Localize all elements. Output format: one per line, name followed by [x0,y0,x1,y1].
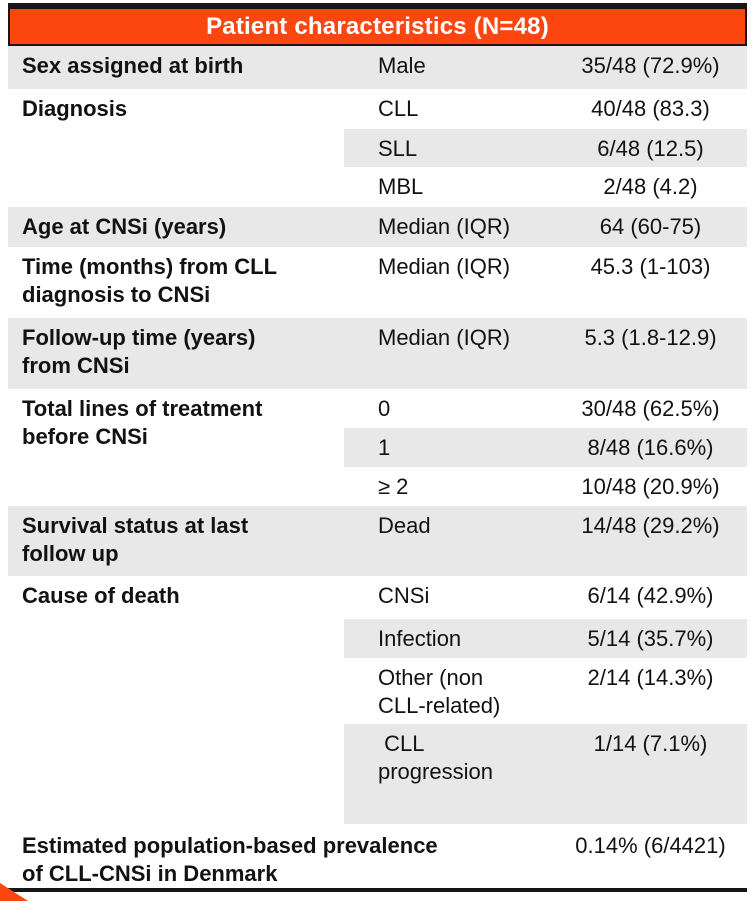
table-row-group: Total lines of treatment before CNSi 0 3… [8,389,747,506]
sub-row: ≥ 2 10/48 (20.9%) [344,467,747,506]
table-row: Age at CNSi (years) Median (IQR) 64 (60-… [8,207,747,247]
row-label: Time (months) from CLL diagnosis to CNSi [22,254,278,307]
sub-row: Infection 5/14 (35.7%) [344,619,747,658]
sub-row: CLL progression 1/14 (7.1%) [344,724,747,824]
sub-row: SLL 6/48 (12.5) [344,129,747,167]
row-category: SLL [344,129,556,167]
row-label: Age at CNSi (years) [8,207,344,247]
table-row: Time (months) from CLL diagnosis to CNSi… [8,247,747,318]
row-value: 5.3 (1.8-12.9) [556,318,747,389]
row-category: Median (IQR) [344,318,556,389]
row-category: CLL progression [344,724,556,824]
row-category: Infection [344,619,556,658]
row-value: 35/48 (72.9%) [556,46,747,89]
row-value: 5/14 (35.7%) [556,619,747,658]
row-value: 2/48 (4.2) [603,174,698,199]
characteristics-table: Patient characteristics (N=48) Sex assig… [8,3,747,892]
row-category: Dead [344,506,556,576]
row-value: 64 (60-75) [556,207,747,247]
row-value: 2/14 (14.3%) [587,665,714,690]
footer-label: Estimated population-based prevalence of… [22,833,438,886]
group-label: Total lines of treatment before CNSi [22,396,263,449]
sub-row: CNSi 6/14 (42.9%) [344,576,747,619]
footer-row: Estimated population-based prevalence of… [8,824,747,888]
row-value: 30/48 (62.5%) [581,396,720,421]
footer-value: 0.14% (6/4421) [575,833,726,858]
row-value: 6/48 (12.5) [556,129,747,167]
sub-row: Other (non CLL-related) 2/14 (14.3%) [344,658,747,724]
row-category: Male [344,46,556,89]
row-value: 40/48 (83.3) [591,96,710,121]
row-value: 45.3 (1-103) [590,254,711,279]
sub-row: MBL 2/48 (4.2) [344,167,747,207]
sub-row: 1 8/48 (16.6%) [344,428,747,467]
row-value: 1/14 (7.1%) [556,724,747,824]
table-row-group: Cause of death CNSi 6/14 (42.9%) Infecti… [8,576,747,824]
row-value: 10/48 (20.9%) [581,474,720,499]
sub-row: CLL 40/48 (83.3) [344,89,747,129]
row-category: CLL [378,96,419,121]
row-category: 0 [378,396,391,421]
row-label: Survival status at last follow up [8,506,344,576]
row-label: Follow-up time (years) from CNSi [8,318,344,389]
row-category: Median (IQR) [378,254,511,279]
row-category: Median (IQR) [344,207,556,247]
table-header: Patient characteristics (N=48) [8,9,747,46]
row-category: ≥ 2 [378,474,409,499]
sub-row: 0 30/48 (62.5%) [344,389,747,428]
table-row: Survival status at last follow up Dead 1… [8,506,747,576]
row-value: 8/48 (16.6%) [556,428,747,467]
row-value: 6/14 (42.9%) [587,583,714,608]
row-category: CNSi [378,583,430,608]
group-label: Diagnosis [22,96,128,121]
table-row: Follow-up time (years) from CNSi Median … [8,318,747,389]
bottom-border-line [8,888,747,892]
row-category: 1 [344,428,556,467]
table-title: Patient characteristics (N=48) [206,12,549,40]
table-row-group: Diagnosis CLL 40/48 (83.3) SLL 6/48 (12.… [8,89,747,207]
row-category: MBL [378,174,424,199]
group-label: Cause of death [22,583,180,608]
row-category: Other (non CLL-related) [378,665,501,718]
table-row: Sex assigned at birth Male 35/48 (72.9%) [8,46,747,89]
row-value: 14/48 (29.2%) [556,506,747,576]
top-border-line [8,3,747,9]
row-label: Sex assigned at birth [8,46,344,89]
